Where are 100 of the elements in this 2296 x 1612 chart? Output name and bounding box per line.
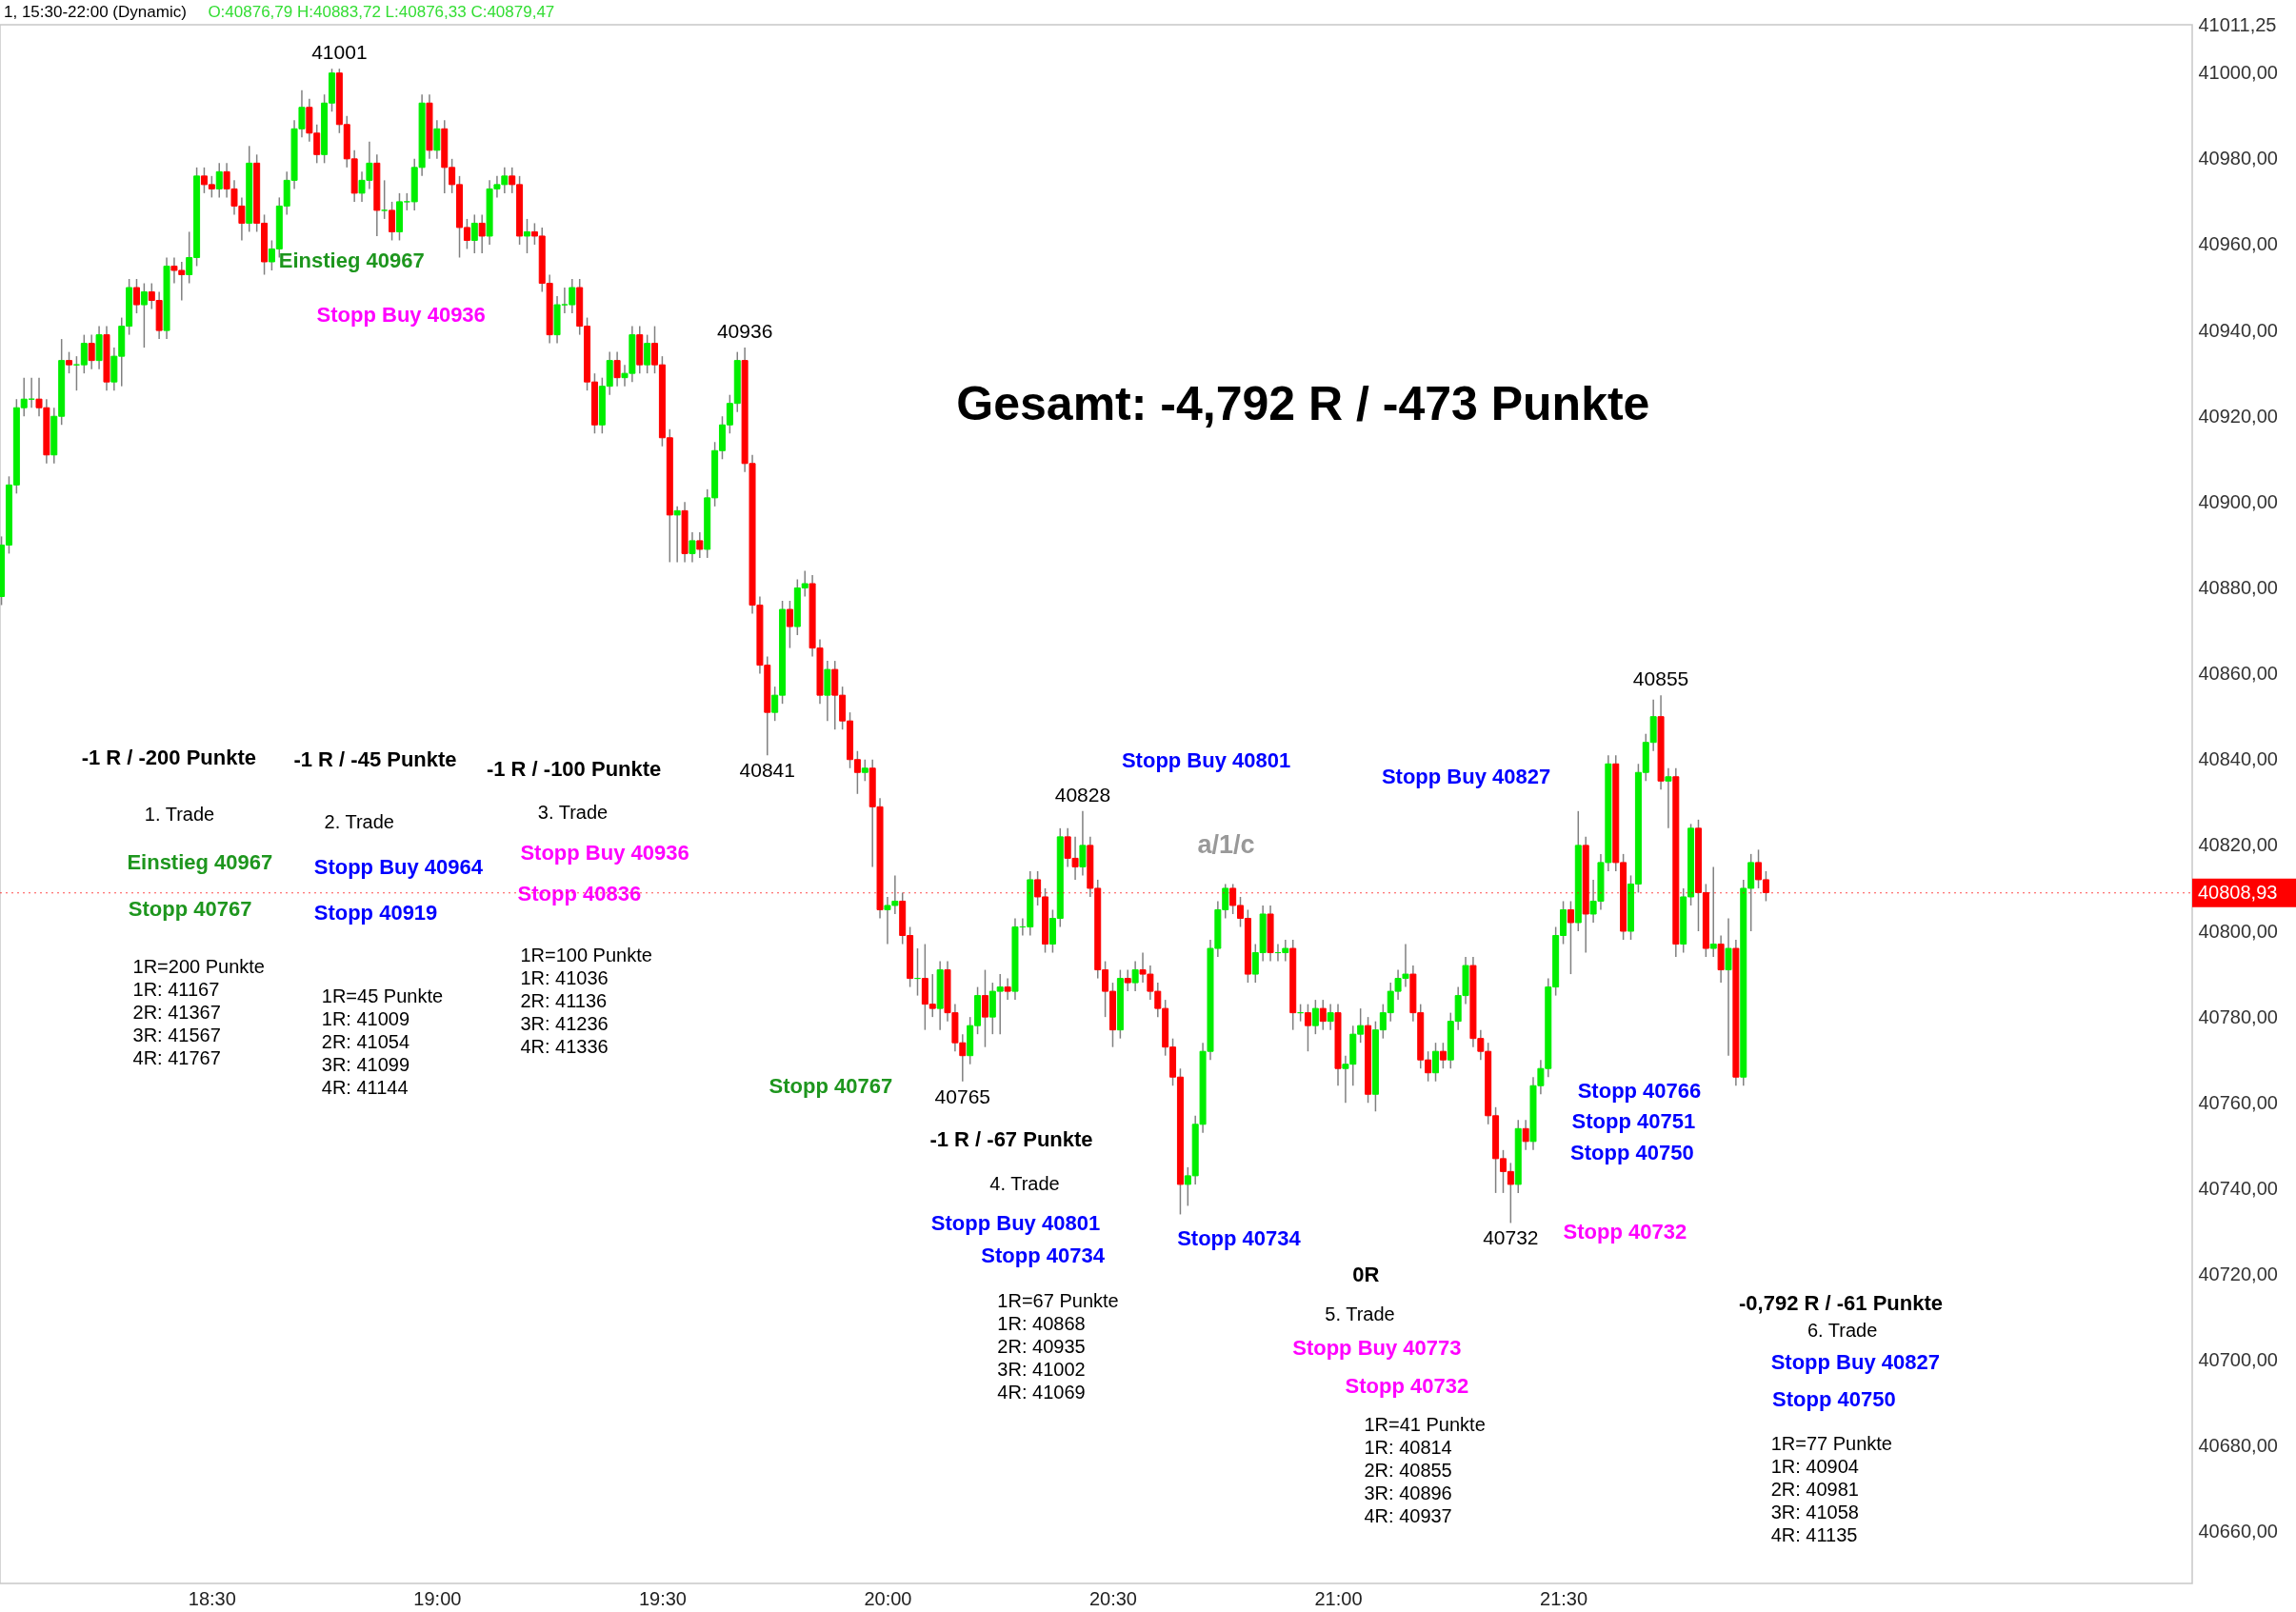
annotation: Stopp Buy 40936 xyxy=(316,302,486,327)
candlestick xyxy=(470,213,478,254)
annotation: Stopp 40734 xyxy=(981,1244,1106,1268)
annotation: -1 R / -45 Punkte xyxy=(293,746,457,771)
annotation: Stopp 40767 xyxy=(769,1074,893,1099)
y-tick-label: 40860,00 xyxy=(2198,663,2278,685)
annotation: Stopp 40734 xyxy=(1177,1226,1302,1251)
annotation: -1 R / -67 Punkte xyxy=(929,1127,1093,1152)
annotation: Stopp 40766 xyxy=(1577,1079,1702,1104)
candlestick xyxy=(696,531,704,559)
annotation: -0,792 R / -61 Punkte xyxy=(1739,1290,1944,1315)
y-tick-label: 40900,00 xyxy=(2198,490,2278,512)
annotation: 5. Trade xyxy=(1325,1303,1395,1324)
y-tick-label: 40780,00 xyxy=(2198,1005,2278,1027)
y-tick-label: 40880,00 xyxy=(2198,576,2278,598)
y-tick-label: 40800,00 xyxy=(2198,920,2278,942)
candlestick xyxy=(981,968,988,1048)
ref-line-label: 40808,93 xyxy=(2198,881,2278,903)
y-tick-label: 40740,00 xyxy=(2198,1177,2278,1199)
y-tick-label: 40660,00 xyxy=(2198,1521,2278,1542)
annotation: 0R xyxy=(1352,1262,1380,1286)
chart-title: 1, 15:30-22:00 (Dynamic) xyxy=(4,3,187,21)
y-tick-label: 41000,00 xyxy=(2198,62,2278,84)
annotation: 1R=77 Punkte 1R: 40904 2R: 40981 3R: 41058 4R: 41135 xyxy=(1770,1432,1892,1545)
candlestick xyxy=(132,278,140,314)
candlestick xyxy=(1311,999,1319,1035)
y-tick-label: 40940,00 xyxy=(2198,319,2278,341)
x-tick-label: 21:30 xyxy=(1540,1587,1588,1609)
y-tick-label: 40760,00 xyxy=(2198,1091,2278,1113)
candlestick xyxy=(1131,960,1139,992)
annotation: Stopp 40919 xyxy=(313,901,438,925)
annotation: 40732 xyxy=(1483,1226,1539,1249)
candlestick xyxy=(80,333,88,374)
annotation: 40765 xyxy=(934,1085,991,1107)
candlestick xyxy=(644,333,651,374)
annotation: Einstieg 40967 xyxy=(127,850,273,875)
candlestick xyxy=(786,600,793,649)
annotation: 1R=67 Punkte 1R: 40868 2R: 40935 3R: 41002 4R: 41069 xyxy=(997,1290,1119,1403)
candlestick xyxy=(1304,1003,1311,1052)
annotation: Stopp 40732 xyxy=(1563,1219,1687,1244)
annotation: 1R=200 Punkte 1R: 41167 2R: 41367 3R: 41567 4R: 41767 xyxy=(132,956,265,1069)
candlestick xyxy=(1079,810,1087,877)
annotation: 3. Trade xyxy=(537,801,609,823)
annotation: Stopp 40750 xyxy=(1570,1140,1694,1164)
annotation: Stopp Buy 40801 xyxy=(1121,747,1291,772)
annotation: 2. Trade xyxy=(324,811,394,833)
y-tick-label: 40840,00 xyxy=(2198,748,2278,770)
annotation: 1R=100 Punkte 1R: 41036 2R: 41136 3R: 41236 4R: 41336 xyxy=(520,945,652,1058)
candlestick xyxy=(1319,999,1327,1031)
chart-subtitle: O:40876,79 H:40883,72 L:40876,33 C:40879,47 xyxy=(208,3,555,21)
candlestick xyxy=(389,201,396,242)
annotation: Stopp 40751 xyxy=(1571,1108,1696,1133)
annotation: 1R=41 Punkte 1R: 40814 2R: 40855 3R: 40896 4R: 40937 xyxy=(1364,1413,1486,1526)
annotation: 6. Trade xyxy=(1807,1319,1878,1341)
annotation: Stopp Buy 40773 xyxy=(1292,1335,1462,1360)
y-tick-label: 40720,00 xyxy=(2198,1264,2278,1285)
annotation: 40841 xyxy=(739,759,795,782)
candlestick xyxy=(1004,977,1011,1001)
x-tick-label: 19:00 xyxy=(413,1587,462,1609)
candlestick xyxy=(1709,866,1717,958)
candlestick xyxy=(1725,917,1732,1057)
y-tick-label: 40960,00 xyxy=(2198,233,2278,255)
candlestick xyxy=(1665,767,1672,829)
candlestick xyxy=(689,531,696,564)
candlestick xyxy=(861,758,868,783)
annotation: 40828 xyxy=(1054,783,1111,806)
annotation: 40936 xyxy=(716,320,773,343)
annotation: Stopp 40732 xyxy=(1345,1374,1469,1399)
x-tick-label: 19:30 xyxy=(638,1587,687,1609)
x-tick-label: 20:00 xyxy=(864,1587,912,1609)
x-tick-label: 20:30 xyxy=(1088,1587,1138,1609)
annotation: 40855 xyxy=(1632,667,1689,690)
candlestick xyxy=(381,179,389,220)
annotation: -1 R / -200 Punkte xyxy=(81,746,257,770)
annotation: Stopp 40767 xyxy=(128,896,252,921)
candlestick xyxy=(66,350,73,374)
candlestick xyxy=(1327,1003,1334,1031)
annotation: a/1/c xyxy=(1197,830,1255,860)
y-tick-label: 40680,00 xyxy=(2198,1435,2278,1457)
candlestick xyxy=(1522,1119,1529,1151)
y-tick-label: 41011,25 xyxy=(2198,13,2277,35)
annotation: -1 R / -100 Punkte xyxy=(486,757,662,782)
candlestick xyxy=(215,162,223,199)
candlestick xyxy=(140,282,148,348)
candlestick xyxy=(523,218,530,254)
annotation: 41001 xyxy=(311,41,368,64)
candlestick xyxy=(72,355,80,391)
candlestick xyxy=(1439,1042,1447,1069)
annotation: Stopp 40836 xyxy=(517,882,642,906)
annotation: 1. Trade xyxy=(144,804,215,826)
candlestick xyxy=(1432,1042,1440,1083)
annotation: Stopp Buy 40827 xyxy=(1770,1349,1940,1374)
x-tick-label: 18:30 xyxy=(188,1587,236,1609)
annotation: Stopp Buy 40964 xyxy=(313,854,484,879)
annotation: Stopp Buy 40936 xyxy=(520,840,689,865)
annotation: Stopp Buy 40801 xyxy=(930,1210,1101,1235)
annotation: Stopp 40750 xyxy=(1772,1386,1896,1411)
candlestick xyxy=(673,506,681,564)
y-tick-label: 40980,00 xyxy=(2198,148,2278,169)
annotation: 1R=45 Punkte 1R: 41009 2R: 41054 3R: 41099 4R: 41144 xyxy=(321,985,444,1098)
